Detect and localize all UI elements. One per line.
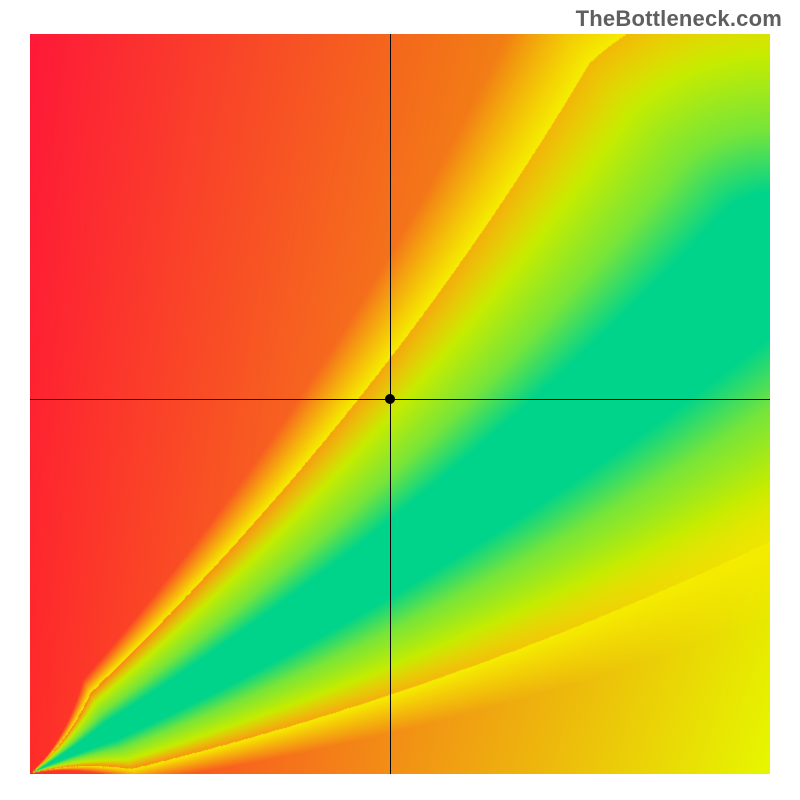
- chart-container: TheBottleneck.com: [0, 0, 800, 800]
- watermark-text: TheBottleneck.com: [576, 6, 782, 32]
- heatmap-plot: [30, 34, 770, 774]
- heatmap-canvas: [30, 34, 770, 774]
